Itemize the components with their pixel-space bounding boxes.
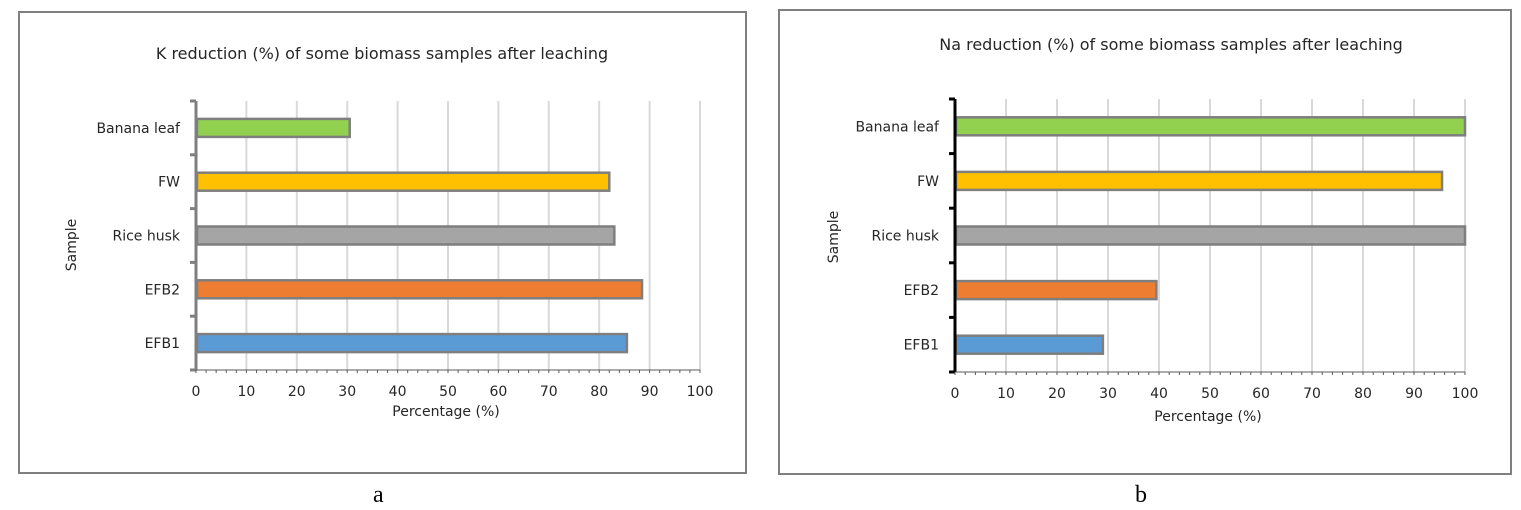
x-tick-label: 20 [1048,386,1066,402]
x-tick-label: 100 [687,384,714,400]
bar [954,279,1158,301]
category-label: EFB2 [904,283,939,299]
bar [195,171,611,192]
x-tick-label: 0 [951,386,960,402]
x-tick-label: 30 [1099,386,1117,402]
chart-title: Na reduction (%) of some biomass samples… [939,35,1403,54]
x-tick-label: 10 [997,386,1015,402]
x-tick-label: 20 [288,384,306,400]
x-tick-label: 40 [389,384,407,400]
category-label: Rice husk [871,229,939,245]
y-axis-label: Sample [64,219,80,272]
x-tick-label: 50 [439,384,457,400]
category-label: Rice husk [112,229,180,245]
category-label: Banana leaf [96,121,181,137]
x-tick-label: 70 [540,384,558,400]
bar [954,116,1467,137]
category-label: Banana leaf [855,119,940,135]
category-label: EFB1 [145,336,180,352]
chart-panel-na: Na reduction (%) of some biomass samples… [778,9,1512,475]
category-label: EFB2 [145,282,180,298]
bar [954,225,1467,246]
y-axis-label: Sample [826,211,842,264]
category-label: FW [158,175,180,191]
x-tick-label: 60 [1252,386,1270,402]
bar [195,117,351,139]
x-tick-label: 70 [1303,386,1321,402]
x-tick-label: 90 [1405,386,1423,402]
na-reduction-chart: Na reduction (%) of some biomass samples… [826,35,1479,425]
x-axis-label: Percentage (%) [1154,409,1261,425]
bar [195,332,629,354]
k-reduction-chart: K reduction (%) of some biomass samples … [64,44,714,420]
x-tick-label: 100 [1452,386,1479,402]
category-label: EFB1 [904,338,939,354]
bar [954,170,1444,192]
x-tick-label: 0 [192,384,201,400]
figure-caption-b: b [1135,482,1147,508]
chart-title: K reduction (%) of some biomass samples … [156,44,608,63]
x-tick-label: 80 [1354,386,1372,402]
category-label: FW [917,174,939,190]
chart-panel-k: K reduction (%) of some biomass samples … [18,11,747,474]
bar [954,334,1105,355]
x-tick-label: 80 [590,384,608,400]
x-tick-label: 30 [338,384,356,400]
plot-area: Banana leaf FW Rice husk EFB2 EFB1 0 10 20 30 40 5… [96,99,714,400]
x-tick-label: 50 [1201,386,1219,402]
plot-area: Banana leaf FW Rice husk EFB2 EFB1 0 10 20 30 40 5… [855,97,1479,402]
x-tick-label: 10 [237,384,255,400]
figure-caption-a: a [373,482,384,508]
bar [195,225,616,246]
bar [195,279,644,300]
x-tick-label: 90 [641,384,659,400]
x-tick-label: 60 [489,384,507,400]
x-tick-label: 40 [1150,386,1168,402]
x-axis-label: Percentage (%) [392,404,499,420]
